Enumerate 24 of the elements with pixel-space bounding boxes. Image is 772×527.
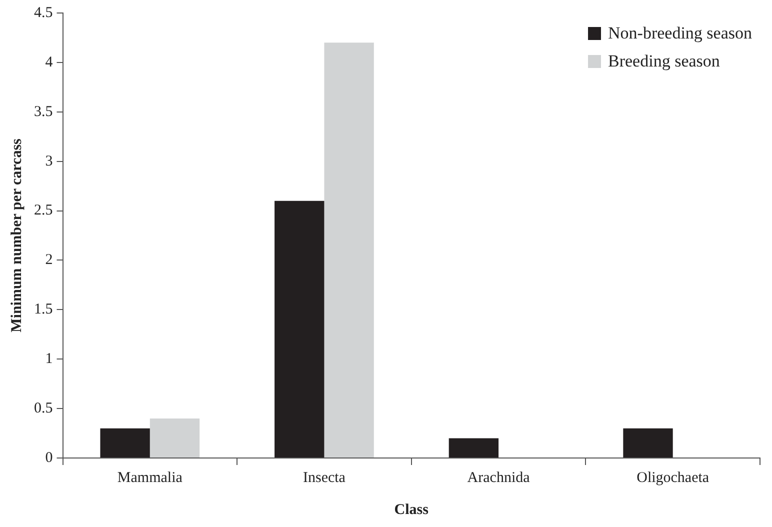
y-tick-label: 1 [45, 351, 53, 368]
x-tick-label: Oligochaeta [636, 470, 710, 486]
bar [274, 200, 324, 458]
x-axis-title: Class [394, 502, 429, 518]
legend-label: Non-breeding season [608, 23, 752, 42]
y-tick-label: 3.5 [34, 104, 53, 120]
y-tick-label: 0.5 [34, 400, 53, 416]
bar [150, 418, 200, 458]
x-tick-label: Arachnida [467, 470, 530, 486]
y-tick-label: 2.5 [34, 202, 53, 219]
y-tick-label: 2 [45, 252, 53, 268]
y-axis-title: Minimum number per carcass [8, 138, 25, 332]
bar [324, 42, 374, 458]
bar [100, 428, 150, 458]
legend-label: Breeding season [608, 51, 720, 70]
x-tick-label: Insecta [302, 470, 346, 486]
bar [448, 438, 499, 458]
y-tick-label: 3 [45, 153, 53, 170]
x-tick-label: Mammalia [117, 470, 183, 486]
y-tick-label: 4.5 [34, 4, 53, 21]
y-tick-label: 1.5 [34, 302, 53, 318]
bar [623, 428, 673, 458]
y-tick-label: 4 [45, 54, 54, 70]
y-tick-label: 0 [45, 450, 53, 466]
